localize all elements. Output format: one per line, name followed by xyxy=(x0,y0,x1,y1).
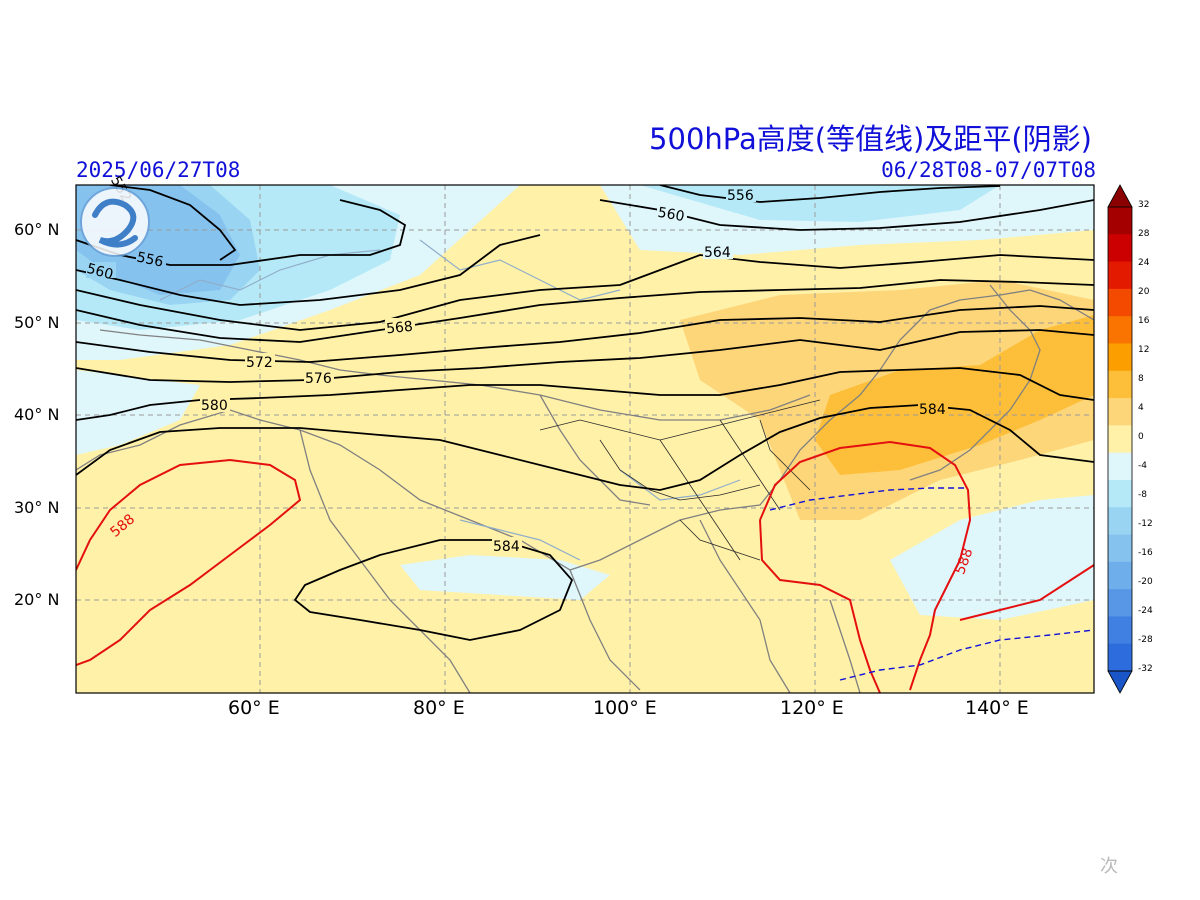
contour-584-india xyxy=(293,539,574,641)
lat-label-50: 50° N xyxy=(14,313,60,332)
contour-label-584-east: 584 xyxy=(919,402,946,418)
colorbar-swatch xyxy=(1108,425,1132,454)
colorbar-tick-label: -20 xyxy=(1138,577,1153,587)
contour-label-560-east: 560 xyxy=(656,205,685,225)
colorbar-tick-label: -16 xyxy=(1138,548,1153,558)
anomaly-negative-west xyxy=(76,370,200,455)
contour-label-556-east: 556 xyxy=(727,188,754,204)
colorbar-swatch xyxy=(1108,616,1132,645)
contour-560-west xyxy=(76,234,541,306)
contour-576 xyxy=(76,329,1094,383)
colorbar-swatch xyxy=(1108,507,1132,536)
colorbar-swatch xyxy=(1108,207,1132,235)
colorbar-tick-label: 4 xyxy=(1138,403,1144,413)
contour-label-576: 576 xyxy=(305,371,332,387)
colorbar-swatch xyxy=(1108,343,1132,372)
lon-label-140: 140° E xyxy=(965,697,1029,719)
contour-label-580: 580 xyxy=(201,398,228,414)
height-contours xyxy=(76,185,1094,641)
colorbar-tick-label: 24 xyxy=(1138,258,1150,268)
colorbar-swatch xyxy=(1108,534,1132,563)
contour-556-east xyxy=(659,185,1001,203)
lon-label-100: 100° E xyxy=(593,697,657,719)
colorbar-tick-label: 8 xyxy=(1138,374,1144,384)
contour-label-564: 564 xyxy=(704,245,731,261)
colorbar xyxy=(1107,184,1133,694)
contour-588 xyxy=(76,440,1094,693)
colorbar-tick-label: 16 xyxy=(1138,316,1150,326)
colorbar-tick-label: -28 xyxy=(1138,635,1153,645)
contour-584-north xyxy=(76,404,1094,491)
watermark: 次 xyxy=(1100,856,1118,877)
coastlines xyxy=(76,284,1094,693)
contour-568 xyxy=(76,279,1094,343)
contour-label-572: 572 xyxy=(246,355,273,371)
lon-label-80: 80° E xyxy=(413,697,465,719)
cma-logo xyxy=(80,187,150,257)
contour-dashed-blue xyxy=(769,487,1094,681)
colorbar-tick-label: -4 xyxy=(1138,461,1147,471)
colorbar-swatch xyxy=(1108,398,1132,426)
colorbar-tick-label: 0 xyxy=(1138,432,1144,442)
lon-label-60: 60° E xyxy=(228,697,280,719)
colorbar-tick-label: 32 xyxy=(1138,200,1150,210)
contour-552 xyxy=(109,185,237,261)
colorbar-swatch xyxy=(1108,643,1132,672)
colorbar-swatch xyxy=(1108,370,1132,399)
lat-label-60: 60° N xyxy=(14,220,60,239)
contour-564 xyxy=(76,254,1094,331)
colorbar-swatch xyxy=(1108,589,1132,617)
valid-period-label: 06/28T08-07/07T08 xyxy=(881,158,1096,182)
colorbar-tick-label: 12 xyxy=(1138,345,1150,355)
contour-label-556-west: 556 xyxy=(135,249,165,270)
colorbar-swatch xyxy=(1108,261,1132,290)
contour-label-560-west: 560 xyxy=(85,261,115,283)
colorbar-tick-label: -8 xyxy=(1138,490,1147,500)
init-time-label: 2025/06/27T08 xyxy=(76,158,241,182)
map-frame xyxy=(75,184,1095,694)
colorbar-swatch xyxy=(1108,316,1132,344)
anomaly-positive-inner xyxy=(815,315,1094,475)
contour-label-584-india: 584 xyxy=(493,539,520,555)
colorbar-tick-label: -24 xyxy=(1138,606,1153,616)
colorbar-tick-label: -32 xyxy=(1138,664,1153,674)
lat-label-20: 20° N xyxy=(14,590,60,609)
colorbar-tick-label: 28 xyxy=(1138,229,1150,239)
colorbar-swatch xyxy=(1108,452,1132,481)
colorbar-swatch xyxy=(1108,561,1132,590)
anomaly-negative-pacific xyxy=(890,495,1094,620)
colorbar-swatch xyxy=(1108,479,1132,508)
map-title: 500hPa高度(等值线)及距平(阴影) xyxy=(649,122,1092,156)
colorbar-tick-label: -12 xyxy=(1138,519,1153,529)
colorbar-tick-label: 20 xyxy=(1138,287,1150,297)
contour-label-568: 568 xyxy=(385,319,413,338)
lat-label-40: 40° N xyxy=(14,405,60,424)
contour-572 xyxy=(76,305,1094,363)
colorbar-top-extend xyxy=(1107,184,1133,208)
lon-label-120: 120° E xyxy=(780,697,844,719)
colorbar-bottom-extend xyxy=(1107,670,1133,694)
colorbar-swatch xyxy=(1108,288,1132,317)
anomaly-negative-india xyxy=(400,555,610,600)
colorbar-swatch xyxy=(1108,234,1132,263)
lat-label-30: 30° N xyxy=(14,498,60,517)
